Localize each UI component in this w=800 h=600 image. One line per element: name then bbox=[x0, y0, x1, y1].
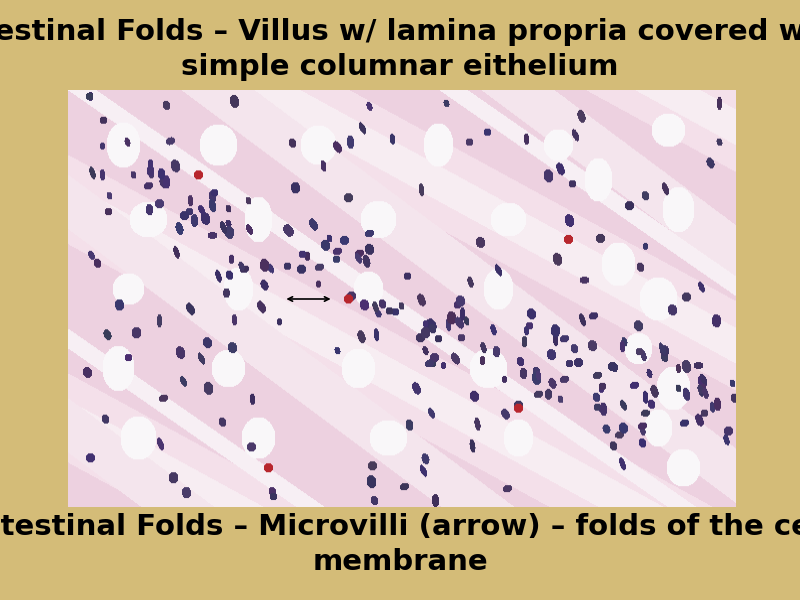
Text: Intestinal Folds – Villus w/ lamina propria covered with
simple columnar eitheli: Intestinal Folds – Villus w/ lamina prop… bbox=[0, 18, 800, 80]
Text: Intestinal Folds – Microvilli (arrow) – folds of the cell
membrane: Intestinal Folds – Microvilli (arrow) – … bbox=[0, 513, 800, 575]
